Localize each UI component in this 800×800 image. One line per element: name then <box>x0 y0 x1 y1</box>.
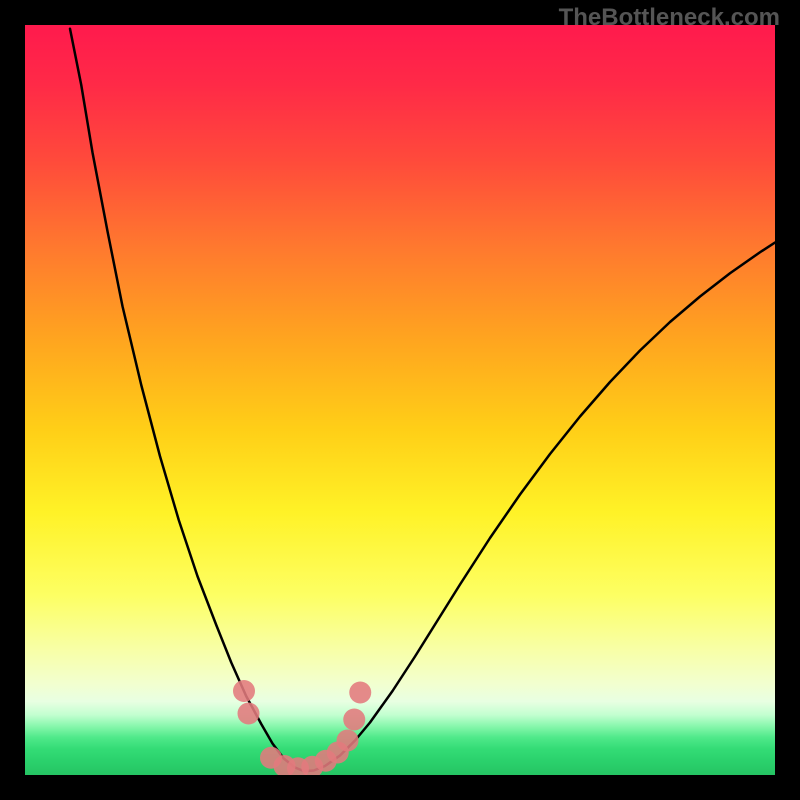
bottleneck-chart <box>25 25 775 775</box>
bead-marker <box>337 730 359 752</box>
stage: TheBottleneck.com <box>0 0 800 800</box>
watermark-text: TheBottleneck.com <box>559 4 780 32</box>
chart-background <box>25 25 775 775</box>
bead-marker <box>233 680 255 702</box>
bead-marker <box>238 703 260 725</box>
bead-marker <box>349 682 371 704</box>
bead-marker <box>343 709 365 731</box>
